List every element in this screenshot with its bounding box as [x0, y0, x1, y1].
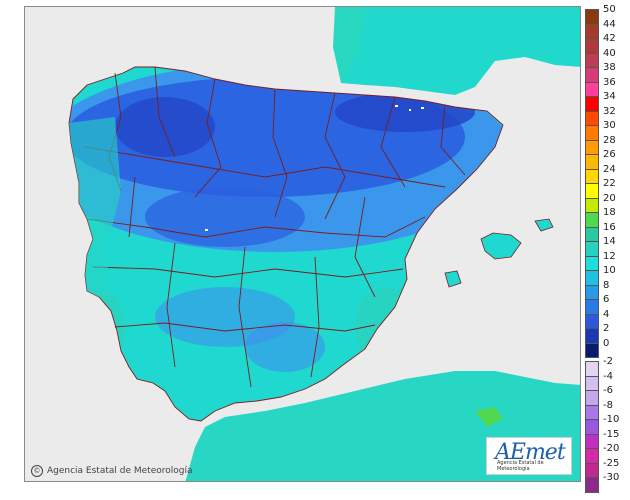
legend-label-positive: 42	[603, 33, 616, 44]
legend-swatch-positive	[585, 96, 599, 112]
legend-swatch-positive	[585, 299, 599, 315]
legend-swatch-negative	[585, 433, 599, 449]
balearic-islands	[444, 218, 554, 288]
legend-swatch-positive	[585, 125, 599, 141]
legend-label-positive: 36	[603, 76, 616, 88]
legend-swatch-positive	[585, 23, 599, 39]
legend-label-negative: -10	[603, 414, 620, 425]
africa-warm-spot	[475, 407, 503, 427]
legend-swatch-negative	[585, 477, 599, 493]
legend-label-positive: 14	[603, 236, 616, 247]
aemet-logo-text: AEmet	[495, 440, 566, 465]
legend-swatch-positive	[585, 81, 599, 97]
legend-label-positive: 10	[603, 265, 616, 276]
legend-swatch-positive	[585, 38, 599, 54]
temperature-map: © Agencia Estatal de Meteorología AEmet …	[24, 6, 581, 482]
legend-label-negative: -30	[603, 472, 620, 483]
legend-label-positive: 12	[603, 250, 616, 262]
legend-label-negative: -4	[603, 370, 613, 382]
legend-swatch-positive	[585, 110, 599, 126]
legend-label-positive: 22	[603, 178, 616, 189]
legend-swatch-positive	[585, 284, 599, 300]
legend-label-negative: -25	[603, 457, 620, 469]
attribution-text: Agencia Estatal de Meteorología	[47, 466, 193, 476]
legend-label-positive: 26	[603, 149, 616, 160]
legend-swatch-positive	[585, 255, 599, 271]
africa-region	[185, 371, 580, 481]
legend-label-positive: 2	[603, 323, 610, 334]
legend-swatch-negative	[585, 448, 599, 464]
france-region	[335, 7, 580, 95]
legend-label-positive: 40	[603, 47, 616, 59]
legend-label-positive: 4	[603, 308, 610, 320]
attribution: © Agencia Estatal de Meteorología	[31, 465, 193, 477]
legend-swatch-positive	[585, 154, 599, 170]
legend-swatch-positive	[585, 67, 599, 83]
legend-label-positive: 32	[603, 105, 616, 117]
legend-label-positive: 38	[603, 62, 616, 73]
cold-highlights	[205, 105, 424, 231]
legend-label-positive: 8	[603, 279, 610, 291]
legend-swatch-positive	[585, 270, 599, 286]
legend-label-positive: 44	[603, 18, 616, 30]
bay-of-biscay-coast	[333, 7, 365, 83]
copyright-icon: ©	[31, 465, 43, 477]
legend-swatch-positive	[585, 139, 599, 155]
legend-label-positive: 6	[603, 294, 610, 305]
legend-label-positive: 20	[603, 192, 616, 204]
legend-label-positive: 30	[603, 120, 616, 131]
portugal-region	[69, 117, 121, 297]
legend-swatch-positive	[585, 183, 599, 199]
legend-label-positive: 50	[603, 4, 616, 15]
legend-label-positive: 18	[603, 207, 616, 218]
legend-label-positive: 0	[603, 337, 610, 349]
legend-swatch-positive	[585, 9, 599, 25]
aemet-logo: AEmet Agencia Estatal de Meteorología	[486, 437, 572, 475]
temperature-legend: 50 44 42 40 38 36 34 32 30 28 26 24 22 20 18 16 14 12 10 8 6…	[585, 5, 629, 493]
legend-label-negative: -15	[603, 428, 620, 440]
legend-swatch-negative	[585, 404, 599, 420]
legend-label-negative: -8	[603, 399, 613, 411]
legend-label-positive: 24	[603, 163, 616, 175]
legend-label-negative: -6	[603, 385, 613, 396]
legend-label-positive: 34	[603, 91, 616, 102]
legend-swatch-positive	[585, 328, 599, 344]
legend-swatch-negative	[585, 390, 599, 406]
legend-swatch-positive	[585, 241, 599, 257]
aemet-logo-subtitle: Agencia Estatal de Meteorología	[497, 460, 544, 472]
legend-swatch-positive	[585, 168, 599, 184]
legend-swatch-positive	[585, 52, 599, 68]
legend-label-positive: 16	[603, 221, 616, 233]
legend-label-negative: -20	[603, 443, 620, 454]
legend-label-positive: 28	[603, 134, 616, 146]
legend-swatch-negative	[585, 375, 599, 391]
legend-swatch-negative	[585, 419, 599, 435]
legend-swatch-positive	[585, 212, 599, 228]
legend-swatch-positive	[585, 197, 599, 213]
legend-label-negative: -2	[603, 356, 613, 367]
legend-swatch-positive	[585, 342, 599, 358]
legend-swatch-positive	[585, 313, 599, 329]
legend-swatch-negative	[585, 361, 599, 377]
map-canvas	[25, 7, 580, 481]
legend-swatch-positive	[585, 226, 599, 242]
legend-swatch-negative	[585, 462, 599, 478]
